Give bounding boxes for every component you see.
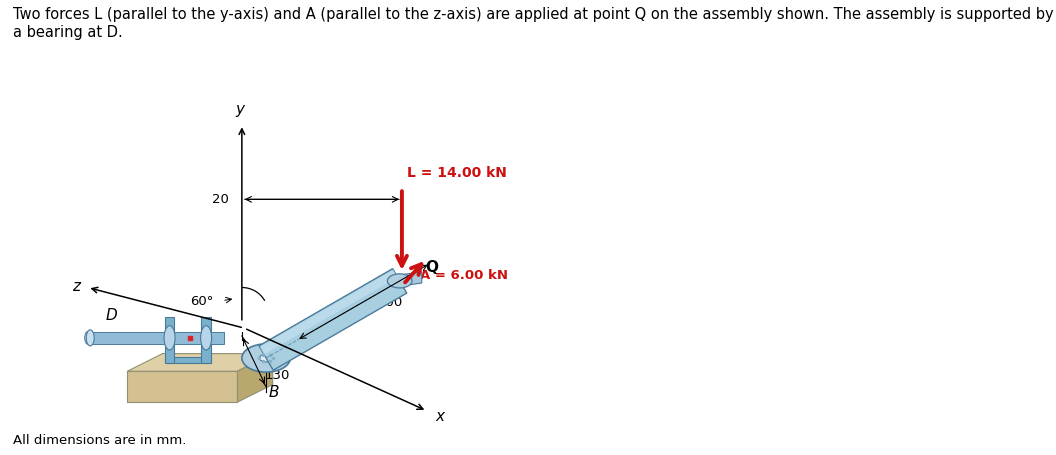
Text: y: y bbox=[235, 102, 244, 117]
Polygon shape bbox=[128, 354, 272, 371]
Text: Q: Q bbox=[426, 260, 438, 275]
Ellipse shape bbox=[164, 326, 175, 350]
Polygon shape bbox=[88, 333, 224, 344]
Polygon shape bbox=[260, 270, 398, 354]
Text: a bearing at D.: a bearing at D. bbox=[13, 25, 122, 40]
Text: x: x bbox=[435, 408, 444, 423]
Text: 130: 130 bbox=[265, 368, 290, 381]
Text: D: D bbox=[106, 308, 117, 323]
Polygon shape bbox=[165, 357, 211, 364]
Text: 200: 200 bbox=[377, 296, 402, 308]
Ellipse shape bbox=[87, 330, 94, 346]
Text: B: B bbox=[268, 384, 279, 399]
Text: z: z bbox=[72, 278, 79, 293]
Ellipse shape bbox=[84, 332, 91, 344]
Text: 60°: 60° bbox=[190, 294, 213, 308]
Polygon shape bbox=[202, 317, 211, 364]
Polygon shape bbox=[128, 371, 238, 402]
Ellipse shape bbox=[388, 274, 412, 288]
Polygon shape bbox=[238, 354, 272, 402]
Polygon shape bbox=[165, 317, 174, 364]
Ellipse shape bbox=[201, 326, 211, 350]
Text: 20: 20 bbox=[212, 192, 229, 206]
Text: L = 14.00 kN: L = 14.00 kN bbox=[408, 166, 507, 180]
Ellipse shape bbox=[260, 354, 272, 362]
Text: A = 6.00 kN: A = 6.00 kN bbox=[419, 268, 508, 281]
Text: Two forces L (parallel to the y-axis) and A (parallel to the z-axis) are applied: Two forces L (parallel to the y-axis) an… bbox=[13, 7, 1053, 22]
Polygon shape bbox=[259, 269, 407, 370]
Ellipse shape bbox=[242, 344, 290, 372]
Polygon shape bbox=[398, 272, 421, 287]
Text: All dimensions are in mm.: All dimensions are in mm. bbox=[13, 433, 186, 446]
